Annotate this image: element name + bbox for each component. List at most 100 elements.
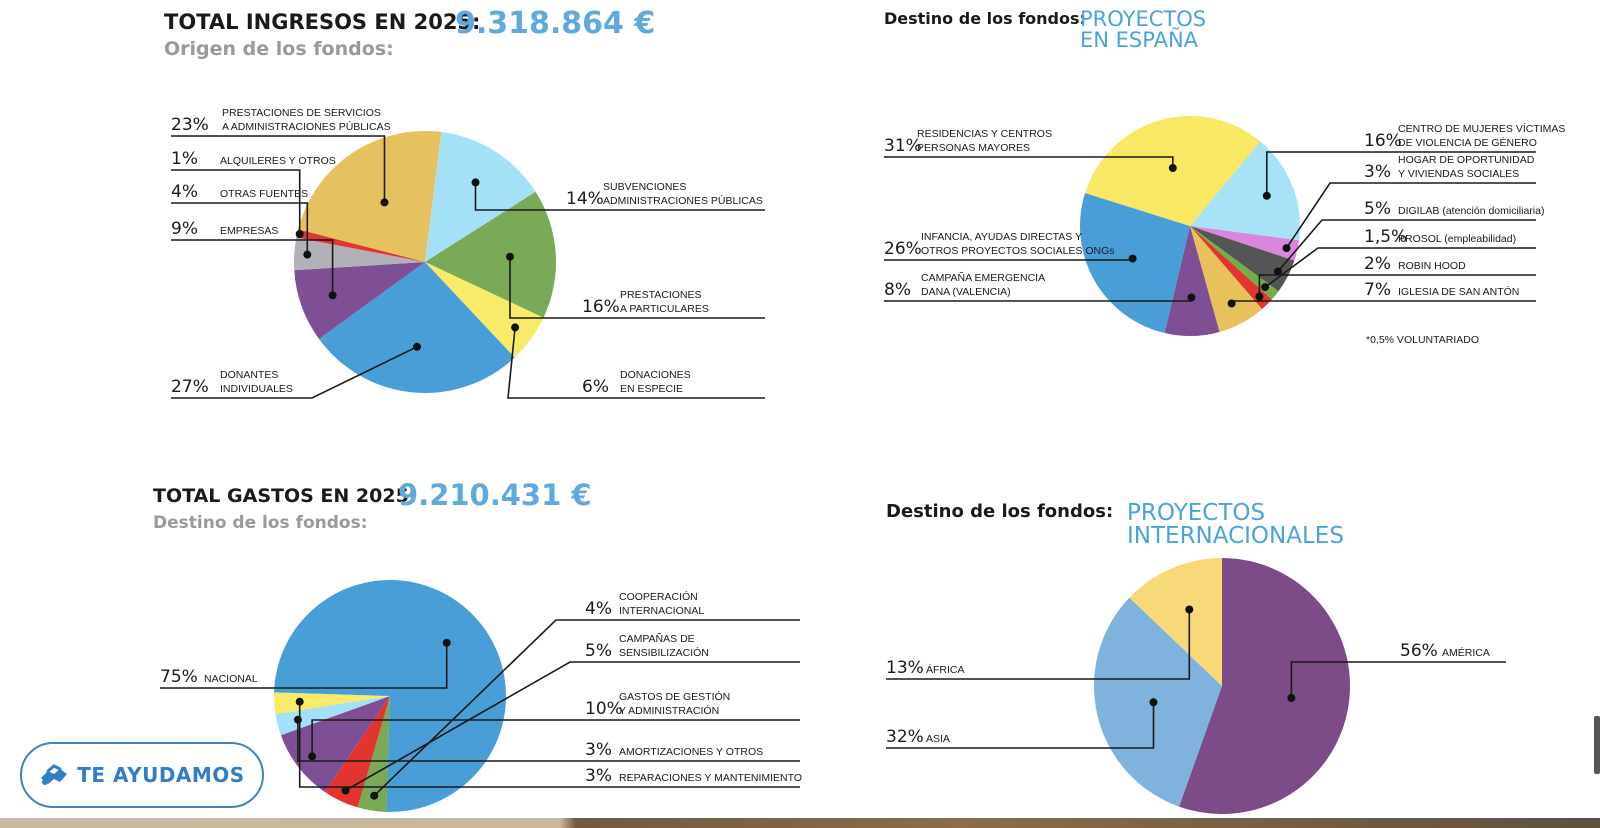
scrollbar-thumb[interactable] <box>1594 716 1600 774</box>
gastos-pie <box>274 579 507 812</box>
footer-image-strip <box>0 818 1600 828</box>
ingresos-label-5: 9% EMPRESAS <box>171 219 337 300</box>
ingresos-text-3-0: DONACIONES <box>620 369 691 381</box>
ingresos-pct-2: 16% <box>582 297 620 317</box>
gastos-leader-3 <box>297 719 800 762</box>
gastos-pct-4: 3% <box>585 766 612 786</box>
internacional-pct-1: 32% <box>886 727 924 747</box>
internacional-pct-0: 56% <box>1400 641 1438 661</box>
espana-label-6: 8% CAMPAÑA EMERGENCIA DANA (VALENCIA) <box>884 271 1196 302</box>
gastos-text-3-0: AMORTIZACIONES Y OTROS <box>619 746 763 758</box>
internacional-slice-2 <box>1129 558 1222 686</box>
espana-text-8-0: RESIDENCIAS Y CENTROS <box>917 128 1052 140</box>
gastos-dot-2 <box>308 752 317 761</box>
gastos-slice-3 <box>275 696 390 736</box>
espana-title-line2: EN ESPAÑA <box>1080 28 1199 52</box>
gastos-slice-5 <box>274 579 507 812</box>
ingresos-leader-2 <box>509 256 765 319</box>
internacional-label-2: 13% ÁFRICA <box>886 605 1194 680</box>
espana-text-4-0: ROBIN HOOD <box>1398 260 1466 272</box>
gastos-slice-1 <box>324 696 390 808</box>
internacional-text-1-0: ASIA <box>926 733 950 745</box>
ingresos-leader-3 <box>507 327 765 399</box>
gastos-text-4-0: REPARACIONES Y MANTENIMIENTO <box>619 772 802 784</box>
ingresos-text-2-0: PRESTACIONES <box>620 289 702 301</box>
gastos-slice-0 <box>357 696 390 812</box>
gastos-subtitle: Destino de los fondos: <box>153 513 368 533</box>
espana-text-7-1: OTROS PROYECTOS SOCIALES ONGs <box>921 245 1115 257</box>
ingresos-dot-6 <box>303 250 312 259</box>
espana-slice-6 <box>1164 226 1220 337</box>
internacional-label-0: 56% AMÉRICA <box>1287 641 1506 702</box>
ingresos-text-6-0: OTRAS FUENTES <box>220 188 308 200</box>
ingresos-text-4-1: INDIVIDUALES <box>220 383 293 395</box>
internacional-leader-0 <box>1290 661 1506 698</box>
internacional-slice-1 <box>1093 597 1222 807</box>
espana-text-3-0: PROSOL (empleabilidad) <box>1398 233 1516 245</box>
gastos-text-0-1: INTERNACIONAL <box>619 605 704 617</box>
espana-label-4: 2% ROBIN HOOD <box>1255 254 1536 301</box>
ingresos-title: TOTAL INGRESOS EN 2025: <box>164 10 481 34</box>
espana-text-0-1: DE VIOLENCIA DE GÉNERO <box>1398 136 1537 149</box>
ingresos-dot-0 <box>380 198 389 207</box>
espana-slice-5 <box>1190 226 1263 332</box>
gastos-title: TOTAL GASTOS EN 2025: <box>153 485 417 507</box>
internacional-title-line2: INTERNACIONALES <box>1127 523 1344 549</box>
espana-slice-0 <box>1190 141 1300 241</box>
internacional-dot-1 <box>1149 698 1158 707</box>
gastos-text-2-0: GASTOS DE GESTIÓN <box>619 690 730 703</box>
gastos-text-5-0: NACIONAL <box>204 673 258 685</box>
espana-dot-0 <box>1262 191 1271 200</box>
ingresos-dot-5 <box>328 291 337 300</box>
espana-pct-1: 3% <box>1364 162 1391 182</box>
internacional-label-1: 32% ASIA <box>886 698 1158 749</box>
ingresos-label-4: 27% DONANTES INDIVIDUALES <box>171 342 421 399</box>
gastos-dot-0 <box>370 791 379 800</box>
espana-dot-2 <box>1273 267 1282 276</box>
ingresos-label-7: 1% ALQUILERES Y OTROS <box>171 149 336 238</box>
espana-label-8: 31%RESIDENCIAS Y CENTROS PERSONAS MAYORES <box>884 128 1177 172</box>
gastos-pct-1: 5% <box>585 641 612 661</box>
internacional-pie <box>1093 558 1350 814</box>
ingresos-slice-1 <box>425 132 536 262</box>
te-ayudamos-label: TE AYUDAMOS <box>77 763 245 787</box>
internacional-leader-1 <box>886 702 1155 749</box>
espana-pct-4: 2% <box>1364 254 1391 274</box>
espana-label-2: 5% DIGILAB (atención domiciliaria) <box>1273 199 1544 276</box>
gastos-dot-1 <box>341 786 350 795</box>
espana-heading: Destino de los fondos: <box>884 9 1086 28</box>
espana-pct-3: 1,5% <box>1364 227 1407 247</box>
espana-text-1-1: Y VIVIENDAS SOCIALES <box>1398 168 1519 180</box>
ingresos-leader-7 <box>171 169 301 234</box>
ingresos-pct-7: 1% <box>171 149 198 169</box>
ingresos-label-6: 4% OTRAS FUENTES <box>171 182 312 259</box>
internacional-leader-2 <box>886 609 1191 680</box>
ingresos-label-2: 16%PRESTACIONES A PARTICULARES <box>506 252 765 319</box>
ingresos-amount: 9.318.864 € <box>455 6 656 41</box>
ingresos-leader-0 <box>171 135 386 203</box>
ingresos-dot-4 <box>413 342 421 351</box>
espana-text-5-0: IGLESIA DE SAN ANTÓN <box>1398 285 1519 298</box>
gastos-slice-4 <box>274 692 390 715</box>
te-ayudamos-button[interactable]: TE AYUDAMOS <box>20 742 264 808</box>
ingresos-text-3-1: EN ESPECIE <box>620 383 683 395</box>
espana-leader-3 <box>1264 247 1536 288</box>
ingresos-slice-2 <box>425 191 556 318</box>
espana-text-7-0: INFANCIA, AYUDAS DIRECTAS Y <box>921 231 1082 243</box>
gastos-pct-2: 10% <box>585 699 623 719</box>
internacional-text-2-0: ÁFRICA <box>926 663 965 676</box>
gastos-text-1-0: CAMPAÑAS DE <box>619 632 695 645</box>
ingresos-pct-0: 23% <box>171 115 209 135</box>
ingresos-slice-0 <box>298 130 442 262</box>
gastos-text-1-1: SENSIBILIZACIÓN <box>619 646 709 659</box>
espana-label-1: 3% HOGAR DE OPORTUNIDAD Y VIVIENDAS SOCIAL… <box>1282 154 1536 253</box>
gastos-leader-0 <box>373 619 800 797</box>
internacional-title: PROYECTOS INTERNACIONALES <box>1127 502 1344 548</box>
ingresos-leader-4 <box>171 346 418 399</box>
gastos-label-3: 3% AMORTIZACIONES Y OTROS <box>293 715 800 762</box>
ingresos-leader-5 <box>171 239 334 296</box>
gastos-label-0: 4% COOPERACIÓN INTERNACIONAL <box>370 590 800 800</box>
